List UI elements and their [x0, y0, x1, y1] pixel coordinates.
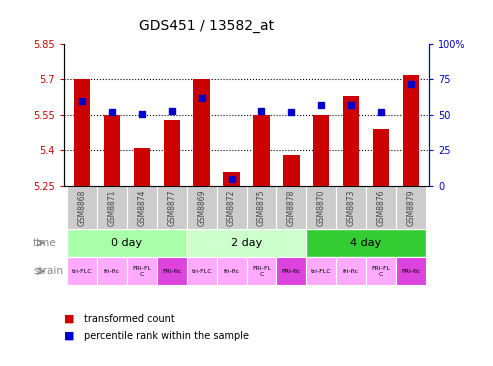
- Bar: [187, 257, 216, 285]
- Text: time: time: [33, 238, 57, 248]
- Text: percentile rank within the sample: percentile rank within the sample: [84, 330, 249, 340]
- Text: GSM8871: GSM8871: [107, 189, 116, 225]
- Bar: [187, 186, 216, 229]
- Text: GSM8879: GSM8879: [406, 189, 416, 225]
- Bar: [157, 186, 187, 229]
- Bar: [283, 155, 300, 186]
- Bar: [127, 186, 157, 229]
- Text: GSM8877: GSM8877: [167, 189, 176, 225]
- Bar: [277, 186, 306, 229]
- Text: GSM8870: GSM8870: [317, 189, 326, 225]
- Bar: [396, 257, 426, 285]
- Bar: [67, 229, 187, 257]
- Text: GSM8878: GSM8878: [287, 189, 296, 225]
- Text: GDS451 / 13582_at: GDS451 / 13582_at: [140, 19, 275, 33]
- Bar: [164, 120, 180, 186]
- Bar: [343, 96, 359, 186]
- Text: FRI-flc: FRI-flc: [282, 269, 301, 274]
- Text: GSM8869: GSM8869: [197, 189, 206, 225]
- Bar: [127, 257, 157, 285]
- Text: FRI-flc: FRI-flc: [162, 269, 181, 274]
- Text: tri-FLC: tri-FLC: [311, 269, 332, 274]
- Bar: [246, 257, 277, 285]
- Text: tri-FLC: tri-FLC: [71, 269, 92, 274]
- Text: GSM8876: GSM8876: [377, 189, 386, 225]
- Text: fri-flc: fri-flc: [104, 269, 120, 274]
- Bar: [67, 257, 97, 285]
- Text: fri-flc: fri-flc: [343, 269, 359, 274]
- Bar: [97, 257, 127, 285]
- Bar: [74, 79, 90, 186]
- Text: 4 day: 4 day: [351, 238, 382, 248]
- Text: GSM8868: GSM8868: [77, 189, 87, 225]
- Bar: [246, 186, 277, 229]
- Bar: [67, 186, 97, 229]
- Bar: [336, 186, 366, 229]
- Bar: [216, 257, 246, 285]
- Text: FRI-flc: FRI-flc: [401, 269, 421, 274]
- Bar: [253, 115, 270, 186]
- Bar: [277, 257, 306, 285]
- Bar: [373, 129, 389, 186]
- Bar: [306, 186, 336, 229]
- Text: 2 day: 2 day: [231, 238, 262, 248]
- Text: GSM8875: GSM8875: [257, 189, 266, 225]
- Text: GSM8874: GSM8874: [138, 189, 146, 225]
- Text: tri-FLC: tri-FLC: [191, 269, 212, 274]
- Text: FRI-FL
C: FRI-FL C: [132, 266, 151, 277]
- Bar: [223, 172, 240, 186]
- Bar: [104, 115, 120, 186]
- Bar: [157, 257, 187, 285]
- Text: GSM8872: GSM8872: [227, 189, 236, 225]
- Bar: [97, 186, 127, 229]
- Bar: [403, 75, 419, 186]
- Bar: [193, 79, 210, 186]
- Bar: [366, 186, 396, 229]
- Text: ■: ■: [64, 314, 74, 324]
- Text: strain: strain: [33, 266, 63, 276]
- Bar: [134, 148, 150, 186]
- Text: fri-flc: fri-flc: [223, 269, 240, 274]
- Text: 0 day: 0 day: [111, 238, 142, 248]
- Bar: [396, 186, 426, 229]
- Text: FRI-FL
C: FRI-FL C: [372, 266, 390, 277]
- Text: ■: ■: [64, 330, 74, 340]
- Bar: [336, 257, 366, 285]
- Bar: [306, 229, 426, 257]
- Bar: [366, 257, 396, 285]
- Text: GSM8873: GSM8873: [347, 189, 355, 225]
- Bar: [313, 115, 329, 186]
- Bar: [187, 229, 306, 257]
- Text: FRI-FL
C: FRI-FL C: [252, 266, 271, 277]
- Text: transformed count: transformed count: [84, 314, 175, 324]
- Bar: [306, 257, 336, 285]
- Bar: [216, 186, 246, 229]
